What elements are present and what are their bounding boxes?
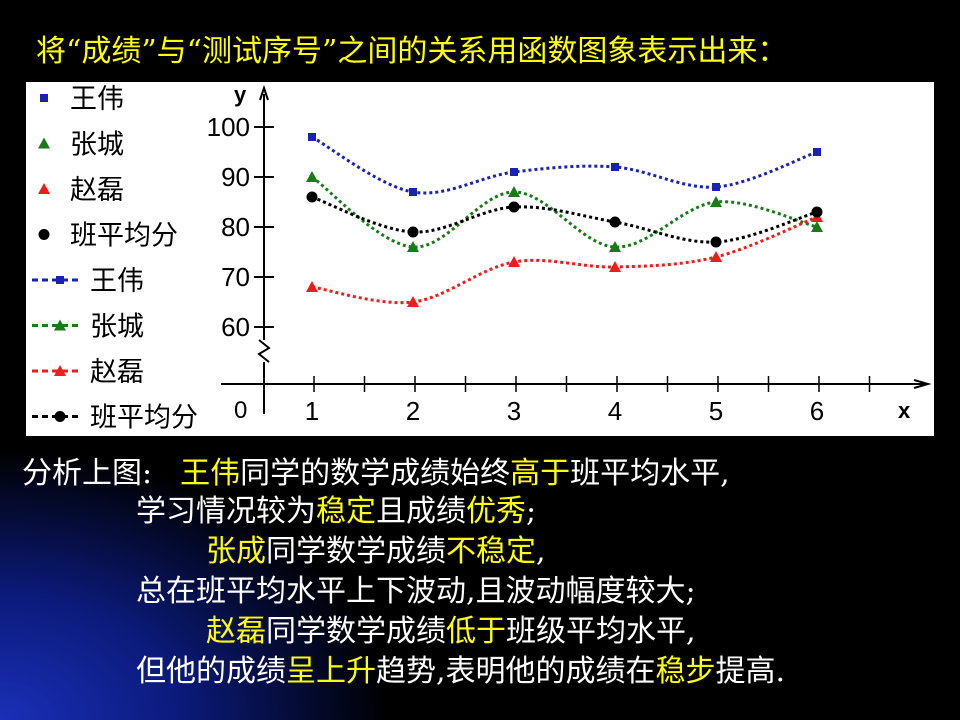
data-point-s3-3 [508,256,520,267]
series-line-2 [311,175,818,249]
data-point-s1-3 [510,168,518,176]
y-tick-label: 60 [221,312,250,342]
x-tick-label: 1 [305,396,319,426]
y-axis-arrow [259,84,269,101]
data-point-s2-1 [306,171,318,182]
legend-label-4: 班平均分 [70,221,178,252]
data-point-s2-6 [811,221,823,232]
data-point-s4-1 [306,191,318,203]
x-axis-arrow [913,379,932,389]
data-point-s4-4 [609,216,621,228]
slide-title: 将“成绩”与“测试序号”之间的关系用函数图象表示出来： [36,34,788,69]
data-point-s1-2 [409,188,417,196]
y-axis-label: y [234,82,247,107]
data-point-s4-3 [508,201,520,213]
legend-line-label-4: 班平均分 [90,403,198,434]
data-point-s3-2 [407,296,419,307]
data-point-s3-5 [710,251,722,262]
legend-label-1: 王伟 [70,84,124,115]
legend-marker-2 [38,137,50,149]
y-axis-break [257,339,271,363]
x-tick-label: 2 [406,396,420,426]
data-point-s3-4 [609,261,621,272]
data-point-s2-5 [710,196,722,207]
x-tick-label: 4 [608,396,622,426]
y-tick-label: 100 [207,112,250,142]
x-axis-label: x [898,398,911,423]
legend-line-label-3: 赵磊 [90,357,144,388]
legend-label-2: 张城 [70,130,124,161]
data-point-s2-3 [508,186,520,197]
data-point-s3-1 [306,281,318,292]
legend-line-marker-3 [54,365,66,376]
x-tick-label: 6 [810,396,824,426]
y-tick-label: 90 [221,162,250,192]
legend-line-marker-1 [56,276,64,284]
origin-label: 0 [234,397,247,424]
data-point-s1-5 [712,183,720,191]
data-point-s2-4 [609,241,621,252]
data-point-s4-5 [710,236,722,248]
data-point-s1-4 [611,163,619,171]
x-tick-label: 3 [507,396,521,426]
legend-marker-3 [38,183,50,194]
chart-area: y x 0 60 70 80 90 100 1 2 3 4 5 6 王伟 张城 赵磊 班平均分 王伟 张城 赵磊 班平均分 [26,82,934,436]
legend-marker-1 [40,94,48,102]
data-point-s4-2 [407,226,419,238]
legend-line-label-1: 王伟 [90,266,144,297]
data-point-s2-2 [407,241,419,252]
series-line-3 [311,215,818,305]
y-tick-label: 70 [221,262,250,292]
x-tick-label: 5 [709,396,723,426]
data-point-s1-6 [813,148,821,156]
legend-line-marker-4 [54,411,66,422]
legend-label-3: 赵磊 [70,175,124,206]
data-point-s1-1 [308,133,316,141]
y-tick-label: 80 [221,212,250,242]
series-line-1 [311,135,818,195]
legend-line-marker-2 [54,319,66,331]
legend-marker-4 [38,229,50,240]
data-point-s4-6 [811,206,823,218]
legend-line-label-2: 张城 [90,312,144,343]
